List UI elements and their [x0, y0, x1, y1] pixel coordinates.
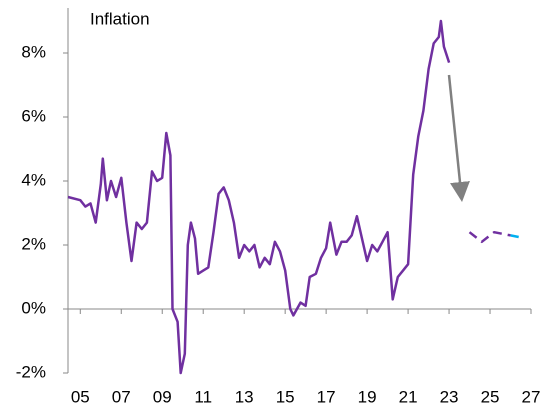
x-tick-label: 11	[194, 387, 212, 406]
x-tick-label: 25	[481, 387, 500, 406]
x-tick-label: 09	[153, 387, 172, 406]
series-line	[468, 230, 511, 244]
series-line	[67, 19, 451, 375]
y-tick-label: 8%	[21, 42, 46, 61]
x-tick-label: 13	[235, 387, 254, 406]
y-tick-label: 6%	[21, 106, 46, 125]
x-tick-label: 23	[440, 387, 459, 406]
x-tick-label: 05	[71, 387, 90, 406]
y-tick-label: 2%	[21, 234, 46, 253]
x-tick-label: 21	[399, 387, 418, 406]
y-tick-label: 4%	[21, 170, 46, 189]
x-tick-label: 07	[112, 387, 131, 406]
x-tick-label: 27	[522, 387, 541, 406]
trend-arrow	[447, 74, 470, 202]
y-tick-label: 0%	[21, 298, 46, 317]
x-tick-label: 15	[276, 387, 295, 406]
chart-title: Inflation	[90, 9, 150, 28]
series-line	[510, 234, 519, 239]
x-tick-label: 19	[358, 387, 377, 406]
x-tick-label: 17	[317, 387, 336, 406]
y-tick-label: -2%	[16, 362, 46, 381]
